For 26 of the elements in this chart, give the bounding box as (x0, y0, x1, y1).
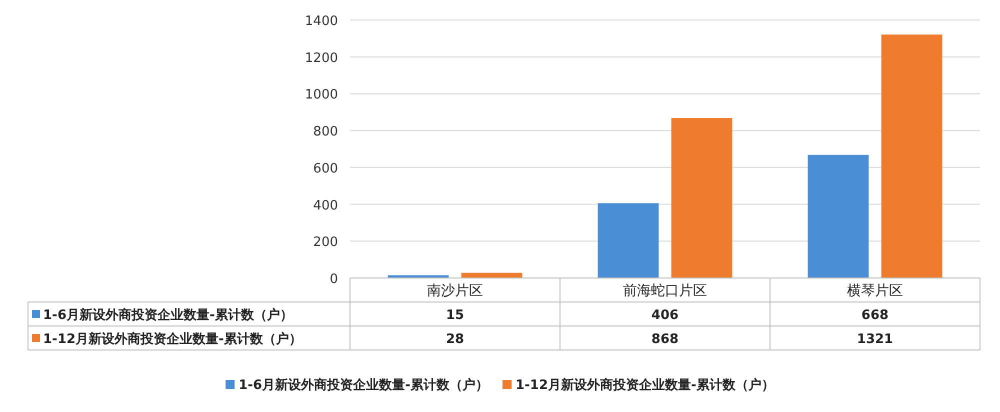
bar (598, 203, 659, 278)
bar (388, 275, 449, 278)
bar (808, 154, 869, 278)
y-tick-label: 200 (313, 235, 338, 250)
x-tick-label: 南沙片区 (427, 283, 483, 299)
data-label: 28 (446, 332, 464, 347)
y-tick-label: 0 (330, 272, 338, 287)
y-tick-label: 1000 (304, 88, 338, 103)
y-tick-label: 1200 (304, 50, 338, 66)
data-label: 1321 (856, 332, 894, 347)
y-tick-label: 400 (313, 198, 338, 214)
bar (881, 34, 942, 278)
data-label: 406 (651, 308, 679, 323)
y-tick-label: 800 (313, 124, 338, 140)
bar (671, 118, 732, 278)
text: 1-12月新设外商投资企业数量-累计数（户） (43, 332, 302, 347)
legend-label: 1-12月新设外商投资企业数量-累计数（户） (515, 377, 774, 393)
data-label: 15 (446, 308, 464, 323)
y-tick-label: 1400 (304, 14, 338, 29)
legend-label: 1-6月新设外商投资企业数量-累计数（户） (43, 307, 293, 323)
y-tick-label: 600 (313, 161, 338, 176)
x-tick-label: 横琴片区 (847, 283, 903, 299)
text: 1-6月新设外商投资企业数量-累计数（户） (238, 378, 488, 393)
data-label: 868 (651, 332, 679, 347)
data-label: 668 (861, 308, 889, 323)
x-tick-label: 前海蛇口片区 (623, 283, 707, 299)
